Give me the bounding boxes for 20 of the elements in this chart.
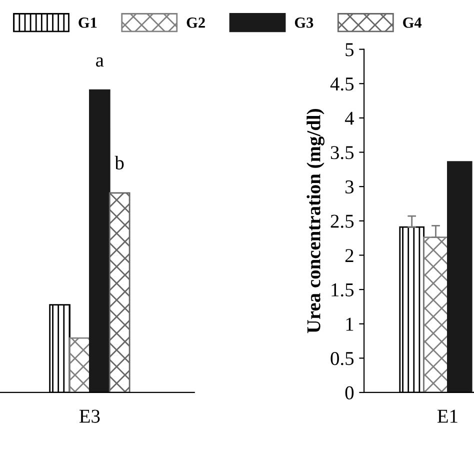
y-tick-label: 3.5	[330, 146, 354, 160]
legend-label: G3	[294, 18, 314, 28]
y-tick-label: 5	[346, 43, 354, 56]
y-tick-label: 2.5	[330, 214, 354, 228]
y-tick-label: 4.5	[330, 78, 354, 91]
y-tick-label: 2	[345, 249, 354, 262]
x-tick-label: E3	[79, 410, 100, 423]
legend-label: G4	[403, 18, 422, 28]
y-tick-label: 1.5	[332, 283, 354, 297]
y-tick-label: 4	[344, 112, 354, 125]
y-axis-title: Urea concentration (mg/dl)	[306, 109, 324, 334]
annotation: a	[96, 57, 104, 67]
annotation: b	[114, 156, 124, 170]
legend-label: G1	[78, 18, 97, 28]
x-tick-label: E1	[437, 410, 458, 423]
y-tick-label: 0.5	[330, 352, 354, 366]
legend-label: G2	[186, 18, 205, 28]
y-tick-label: 0	[345, 386, 354, 400]
y-tick-label: 1	[346, 318, 354, 331]
y-tick-label: 3	[346, 180, 354, 194]
